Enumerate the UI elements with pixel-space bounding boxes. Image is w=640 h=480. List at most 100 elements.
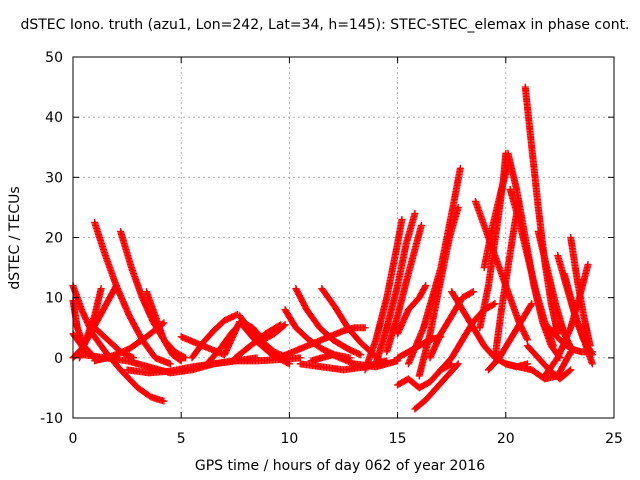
data-point-interp xyxy=(468,321,476,329)
data-point-interp xyxy=(552,356,560,364)
data-point-interp xyxy=(584,262,592,270)
data-point-interp xyxy=(479,339,487,347)
data-series xyxy=(275,324,369,362)
data-point-interp xyxy=(420,284,428,292)
data-point-interp xyxy=(329,300,337,308)
data-point-interp xyxy=(275,321,283,329)
data-point-interp xyxy=(454,205,462,213)
y-tick-label: 10 xyxy=(45,291,63,307)
data-point-interp xyxy=(456,166,464,174)
x-tick-label: 5 xyxy=(177,431,186,447)
data-point-interp xyxy=(115,363,123,371)
data-point-interp xyxy=(197,341,205,349)
data-point-interp xyxy=(180,353,188,361)
data-point-interp xyxy=(140,334,148,342)
data-point-interp xyxy=(402,241,410,249)
data-point-interp xyxy=(421,283,429,291)
data-series xyxy=(506,185,557,350)
data-point-interp xyxy=(402,349,410,357)
data-series xyxy=(188,311,241,362)
data-series xyxy=(231,321,285,362)
data-series xyxy=(415,203,462,380)
data-point-interp xyxy=(417,223,425,231)
chart-title: dSTEC Iono. truth (azu1, Lon=242, Lat=34… xyxy=(20,17,629,33)
data-point-interp xyxy=(523,334,531,342)
data-point-interp xyxy=(566,367,574,375)
data-series xyxy=(143,288,185,365)
data-point-interp xyxy=(526,302,534,310)
y-tick-label: 20 xyxy=(45,231,63,247)
data-point-interp xyxy=(100,345,108,353)
data-point-interp xyxy=(564,343,572,351)
axis-ticks: 0 5 10 15 20 25 -10 0 10 20 30 40 50 xyxy=(40,50,623,447)
data-point-interp xyxy=(392,357,400,365)
data-series xyxy=(91,324,138,362)
x-tick-label: 0 xyxy=(69,431,78,447)
data-point-interp xyxy=(488,301,496,309)
data-point-interp xyxy=(259,332,267,340)
data-point-interp xyxy=(290,321,298,329)
data-point-interp xyxy=(218,319,226,327)
data-series xyxy=(484,300,536,374)
data-series xyxy=(383,221,425,356)
data-point-interp xyxy=(214,347,222,355)
data-point-interp xyxy=(268,346,276,354)
data-point-interp xyxy=(274,322,282,330)
data-point-interp xyxy=(315,343,323,351)
data-series xyxy=(372,209,419,368)
data-point-interp xyxy=(564,368,572,376)
data-point-interp xyxy=(588,358,596,366)
data-point-interp xyxy=(393,283,401,291)
data-point-interp xyxy=(128,353,136,361)
data-point-interp xyxy=(175,355,183,363)
data-point-interp xyxy=(245,324,253,332)
data-point-interp xyxy=(445,235,453,243)
data-point-interp xyxy=(457,303,465,311)
data-point-interp xyxy=(114,346,122,354)
data-point-interp xyxy=(565,350,573,358)
data-point-interp xyxy=(467,289,475,297)
data-point-interp xyxy=(132,382,140,390)
data-series xyxy=(480,161,512,272)
data-point-interp xyxy=(165,359,173,367)
data-point-interp xyxy=(543,364,551,372)
data-point-interp xyxy=(144,391,152,399)
y-tick-label: 50 xyxy=(45,50,63,66)
data-point-interp xyxy=(419,398,427,406)
data-point-interp xyxy=(468,288,476,296)
data-point-interp xyxy=(452,362,460,370)
data-point-interp xyxy=(176,356,184,364)
data-point-interp xyxy=(167,348,175,356)
data-point-interp xyxy=(515,320,523,328)
data-point-interp xyxy=(355,350,363,358)
data-point-interp xyxy=(158,397,166,405)
y-tick-label: 30 xyxy=(45,170,63,186)
data-point-interp xyxy=(413,296,421,304)
data-point-interp xyxy=(538,373,546,381)
y-tick-label: -10 xyxy=(40,411,63,427)
data-point-interp xyxy=(457,338,465,346)
data-point-interp xyxy=(98,308,106,316)
data-point-interp xyxy=(554,334,562,342)
data-point-interp xyxy=(410,211,418,219)
data-point-interp xyxy=(179,352,187,360)
x-axis-label: GPS time / hours of day 062 of year 2016 xyxy=(195,458,485,474)
data-point-interp xyxy=(527,301,535,309)
data-point-interp xyxy=(398,217,406,225)
y-tick-label: 0 xyxy=(54,351,63,367)
data-point-interp xyxy=(505,338,513,346)
data-point-interp xyxy=(446,314,454,322)
data-series xyxy=(534,227,577,356)
data-point-interp xyxy=(453,361,461,369)
data-series xyxy=(394,282,430,338)
y-axis-label: dSTEC / TECUs xyxy=(7,186,23,289)
data-series xyxy=(91,218,174,368)
data-series xyxy=(361,215,406,374)
data-series xyxy=(411,360,462,413)
data-points xyxy=(69,83,596,413)
data-series xyxy=(578,324,596,368)
data-point-interp xyxy=(341,343,349,351)
data-point-interp xyxy=(549,340,557,348)
data-point-interp xyxy=(423,379,431,387)
